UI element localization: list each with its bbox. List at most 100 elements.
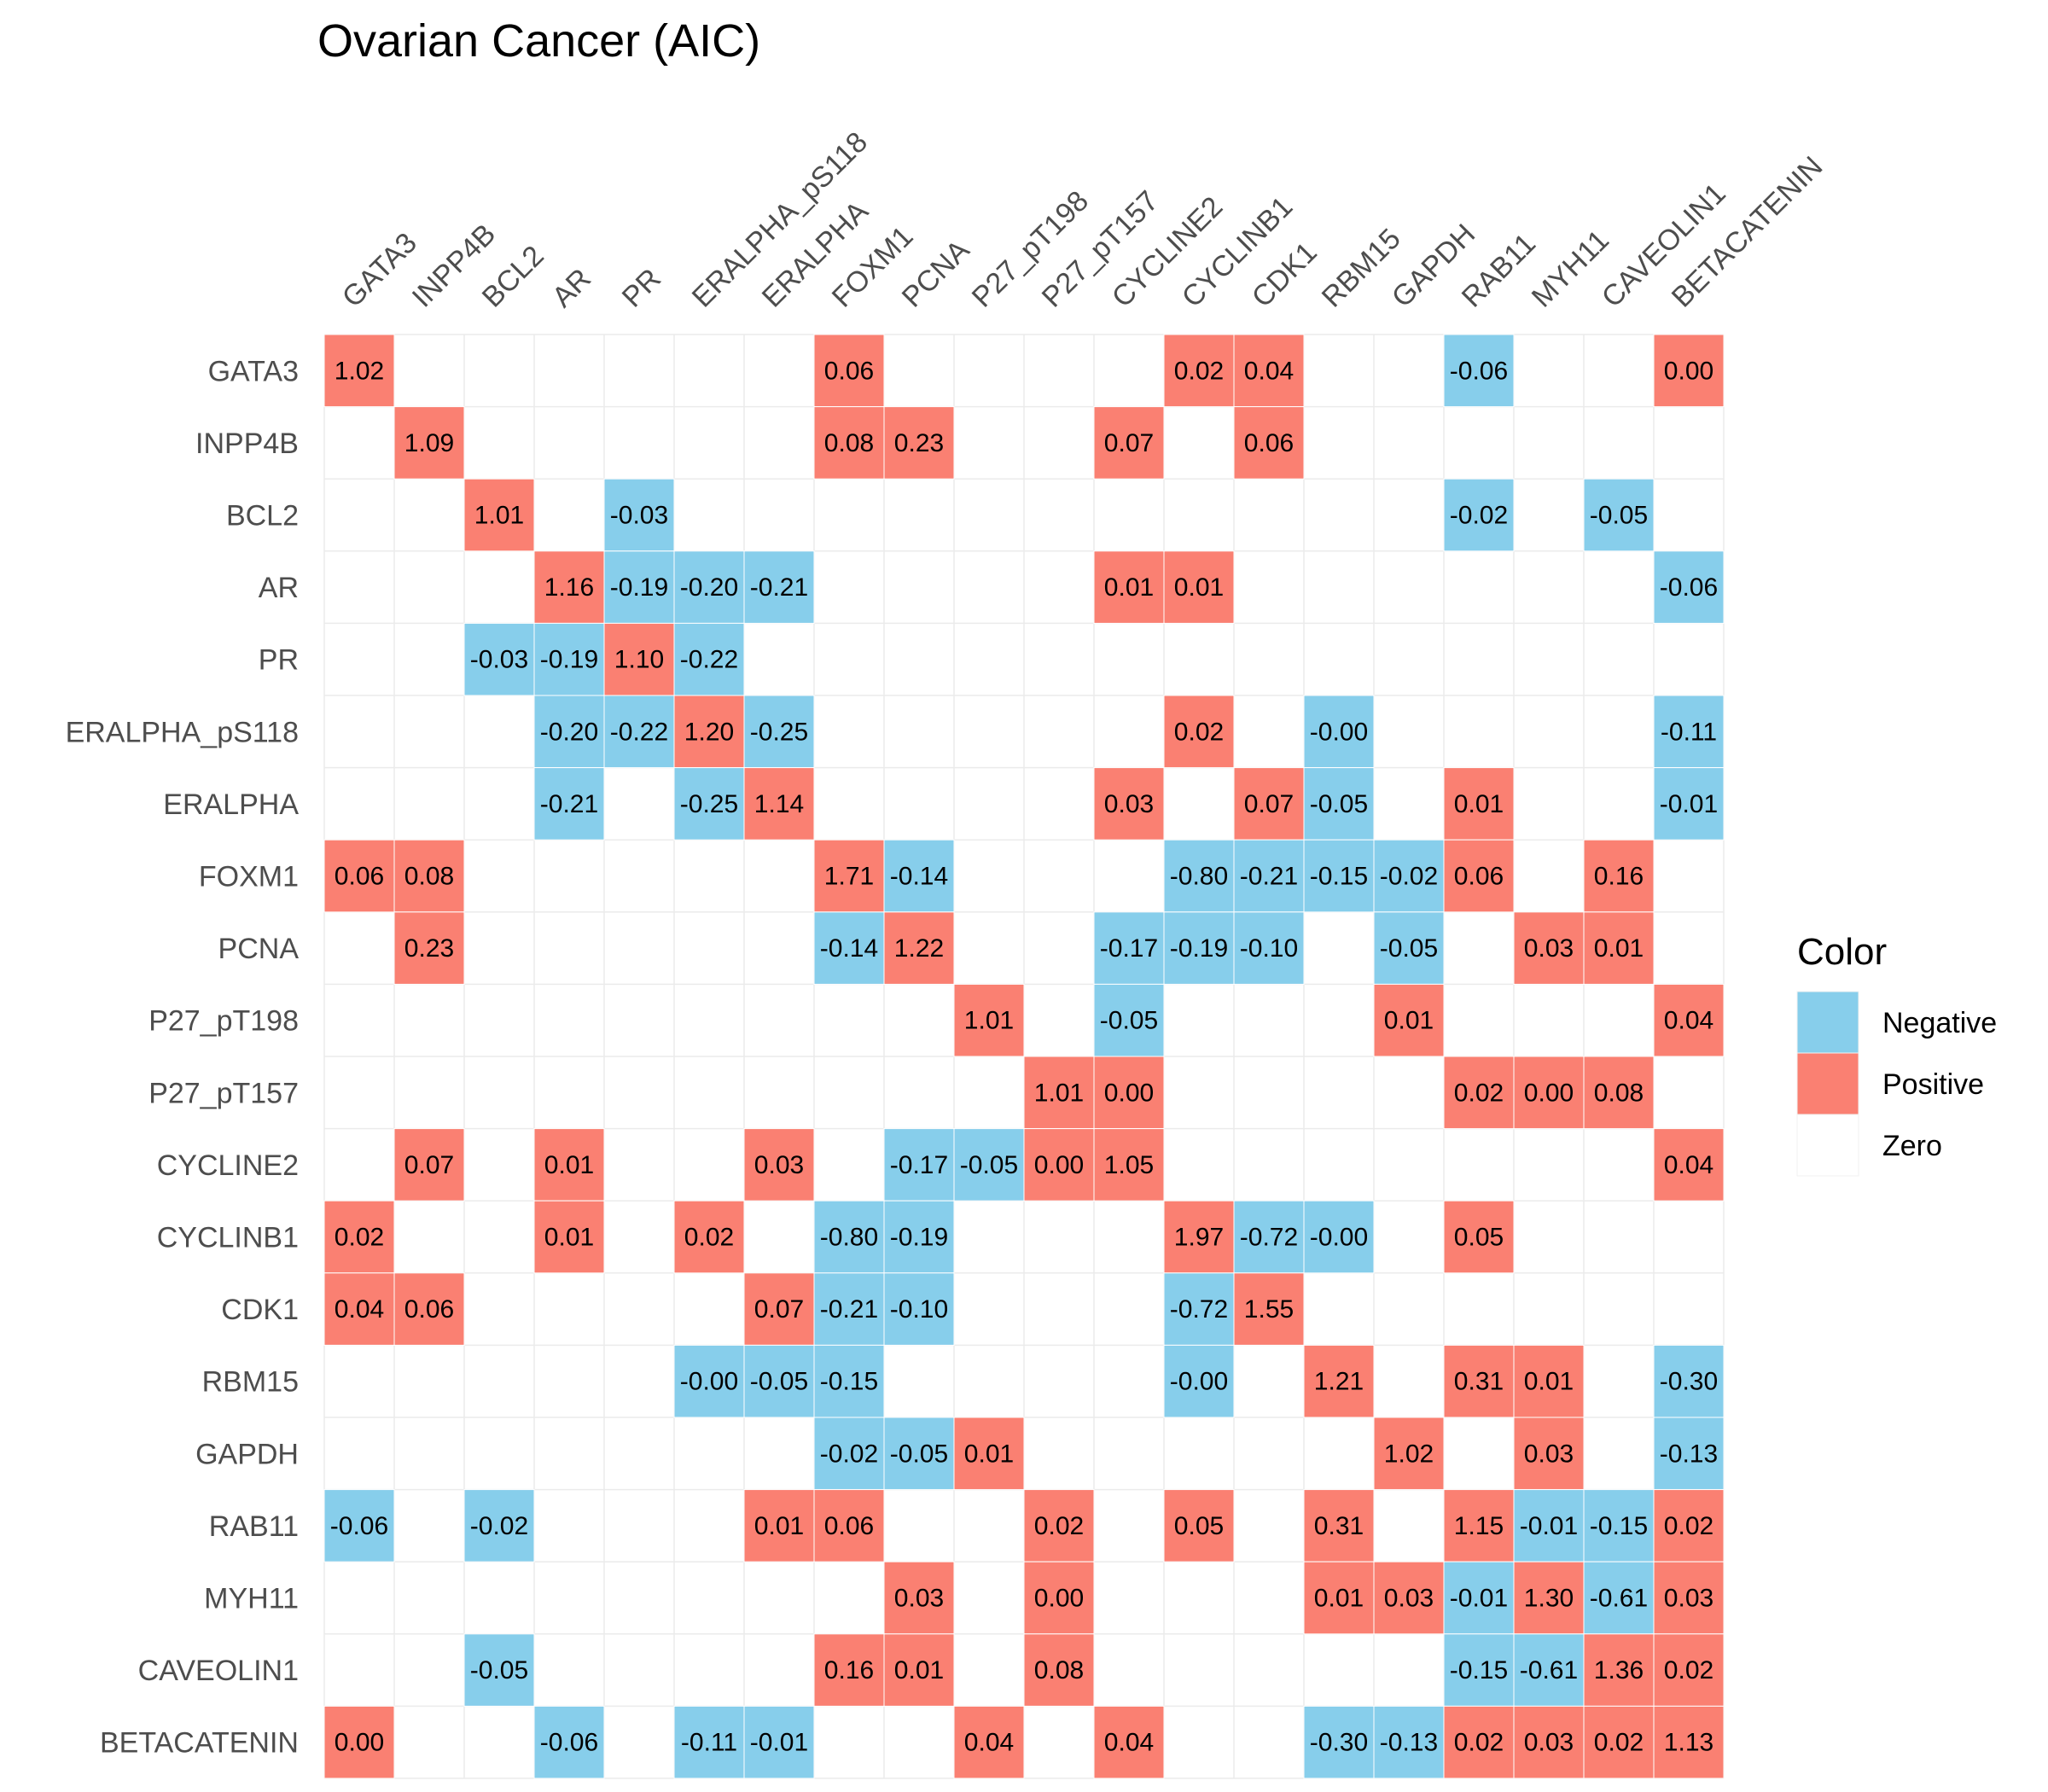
cell-value-label: 0.00 bbox=[1104, 1079, 1154, 1107]
heatmap-cell: 0.01 bbox=[1443, 767, 1515, 841]
cell-value-label: 1.13 bbox=[1664, 1729, 1713, 1757]
row-label-gapdh: GAPDH bbox=[195, 1438, 299, 1470]
heatmap-cell: 0.02 bbox=[1163, 695, 1235, 769]
cell-value-label: 0.01 bbox=[1384, 1007, 1434, 1035]
cell-rect-betacatenin-eralpha bbox=[743, 1705, 815, 1779]
cell-value-label: -0.30 bbox=[1310, 1729, 1368, 1757]
heatmap-cell: 1.22 bbox=[883, 911, 955, 985]
cell-rect-foxm1-caveolin1 bbox=[1583, 839, 1655, 913]
heatmap-cell: -0.22 bbox=[673, 622, 745, 696]
cell-rect-eralpha-eralpha bbox=[743, 767, 815, 841]
column-label-ar: AR bbox=[546, 262, 597, 313]
cell-rect-gata3-foxm1 bbox=[813, 334, 885, 408]
cell-rect-foxm1-foxm1 bbox=[813, 839, 885, 913]
cell-value-label: 0.02 bbox=[1454, 1729, 1504, 1757]
cell-value-label: 0.00 bbox=[335, 1729, 384, 1757]
cell-rect-cdk1-cyclinb1 bbox=[1163, 1272, 1235, 1346]
cell-value-label: 0.00 bbox=[1664, 357, 1713, 385]
heatmap-cell: -0.06 bbox=[323, 1489, 395, 1562]
heatmap-cell: -0.05 bbox=[743, 1344, 815, 1418]
heatmap-cell: -0.14 bbox=[883, 839, 955, 913]
cell-value-label: -0.10 bbox=[1240, 934, 1298, 963]
cell-value-label: -0.06 bbox=[1450, 357, 1508, 385]
cell-rect-p27-pt198-p27-pt198 bbox=[953, 983, 1025, 1057]
cell-value-label: 0.16 bbox=[1594, 863, 1644, 891]
heatmap-cell: 0.01 bbox=[533, 1200, 605, 1274]
heatmap-cell: -0.14 bbox=[813, 911, 885, 985]
cell-value-label: -0.01 bbox=[1660, 790, 1718, 818]
heatmap-cell: -0.05 bbox=[1093, 983, 1165, 1057]
cell-rect-p27-pt198-gapdh bbox=[1373, 983, 1445, 1057]
heatmap-cell: -0.00 bbox=[673, 1344, 745, 1418]
row-label-cycline2: CYCLINE2 bbox=[157, 1149, 299, 1182]
legend-label-negative: Negative bbox=[1882, 1007, 1997, 1039]
cell-value-label: 0.07 bbox=[754, 1295, 804, 1324]
cell-value-label: -0.05 bbox=[890, 1440, 948, 1468]
cell-value-label: -0.05 bbox=[470, 1656, 528, 1684]
heatmap-cell: -0.01 bbox=[1653, 767, 1725, 841]
heatmap-cell: -0.05 bbox=[1373, 911, 1445, 985]
cell-value-label: -0.21 bbox=[820, 1295, 878, 1324]
cell-rect-betacatenin-myh11 bbox=[1513, 1705, 1585, 1779]
cell-rect-rab11-betacatenin bbox=[1653, 1489, 1725, 1562]
heatmap-cell: 0.07 bbox=[1093, 406, 1165, 480]
cell-value-label: -0.00 bbox=[1170, 1368, 1228, 1396]
cell-value-label: 0.06 bbox=[404, 1295, 454, 1324]
cell-value-label: -0.05 bbox=[1380, 934, 1438, 963]
cell-rect-cyclinb1-ar bbox=[533, 1200, 605, 1274]
heatmap-cell: 0.06 bbox=[813, 1489, 885, 1562]
cell-value-label: -0.13 bbox=[1380, 1729, 1438, 1757]
legend-label-positive: Positive bbox=[1882, 1068, 1984, 1101]
row-label-rbm15: RBM15 bbox=[202, 1366, 299, 1399]
cell-rect-pcna-pcna bbox=[883, 911, 955, 985]
cell-value-label: 0.08 bbox=[404, 863, 454, 891]
cell-value-label: -0.05 bbox=[1310, 790, 1368, 818]
row-label-cyclinb1: CYCLINB1 bbox=[157, 1222, 299, 1254]
heatmap-cell: -0.02 bbox=[1373, 839, 1445, 913]
cell-rect-cyclinb1-pcna bbox=[883, 1200, 955, 1274]
cell-rect-gapdh-gapdh bbox=[1373, 1417, 1445, 1491]
chart-title: Ovarian Cancer (AIC) bbox=[317, 15, 760, 67]
heatmap-cell: 0.07 bbox=[1233, 767, 1305, 841]
heatmap-cell: -0.06 bbox=[533, 1705, 605, 1779]
heatmap-cell: -0.06 bbox=[1653, 550, 1725, 624]
cell-value-label: 0.01 bbox=[544, 1151, 594, 1179]
cell-value-label: 0.31 bbox=[1454, 1368, 1504, 1396]
heatmap-cell: -0.13 bbox=[1653, 1417, 1725, 1491]
heatmap-cell: 0.03 bbox=[743, 1128, 815, 1201]
row-label-rab11: RAB11 bbox=[209, 1510, 299, 1543]
cell-rect-pcna-gapdh bbox=[1373, 911, 1445, 985]
heatmap-cell: 1.36 bbox=[1583, 1633, 1655, 1707]
cell-value-label: 1.01 bbox=[474, 502, 524, 530]
heatmap-cell: 0.04 bbox=[1653, 1128, 1725, 1201]
heatmap-cell: -0.19 bbox=[603, 550, 675, 624]
heatmap-cell: -0.61 bbox=[1583, 1561, 1655, 1635]
cell-value-label: 0.03 bbox=[1524, 1729, 1574, 1757]
cell-value-label: -0.21 bbox=[1240, 863, 1298, 891]
cell-value-label: 1.21 bbox=[1314, 1368, 1364, 1396]
heatmap-cell: 0.04 bbox=[323, 1272, 395, 1346]
heatmap-cell: 0.06 bbox=[1233, 406, 1305, 480]
row-label-eralpha: ERALPHA bbox=[163, 788, 299, 821]
heatmap-cell: -0.05 bbox=[1583, 478, 1655, 552]
heatmap-cell: 0.16 bbox=[1583, 839, 1655, 913]
heatmap-cell: 0.06 bbox=[393, 1272, 465, 1346]
cell-rect-foxm1-rab11 bbox=[1443, 839, 1515, 913]
cell-value-label: -0.06 bbox=[330, 1512, 388, 1540]
cell-value-label: 0.07 bbox=[1244, 790, 1294, 818]
heatmap-cell: 0.01 bbox=[1373, 983, 1445, 1057]
cell-rect-ar-eralpha bbox=[743, 550, 815, 624]
cell-rect-foxm1-gata3 bbox=[323, 839, 395, 913]
row-label-cdk1: CDK1 bbox=[221, 1294, 299, 1326]
cell-rect-cycline2-betacatenin bbox=[1653, 1128, 1725, 1201]
cell-rect-bcl2-bcl2 bbox=[463, 478, 535, 552]
heatmap-cell: 0.01 bbox=[1513, 1344, 1585, 1418]
cell-rect-foxm1-pcna bbox=[883, 839, 955, 913]
cell-rect-myh11-gapdh bbox=[1373, 1561, 1445, 1635]
heatmap-cell: 0.03 bbox=[1093, 767, 1165, 841]
heatmap-cell: -0.15 bbox=[1583, 1489, 1655, 1562]
cell-rect-gapdh-foxm1 bbox=[813, 1417, 885, 1491]
heatmap-cell: 0.02 bbox=[1443, 1705, 1515, 1779]
cell-rect-eralpha-ps118-eralpha bbox=[743, 695, 815, 769]
heatmap-cell: 0.02 bbox=[1023, 1489, 1095, 1562]
